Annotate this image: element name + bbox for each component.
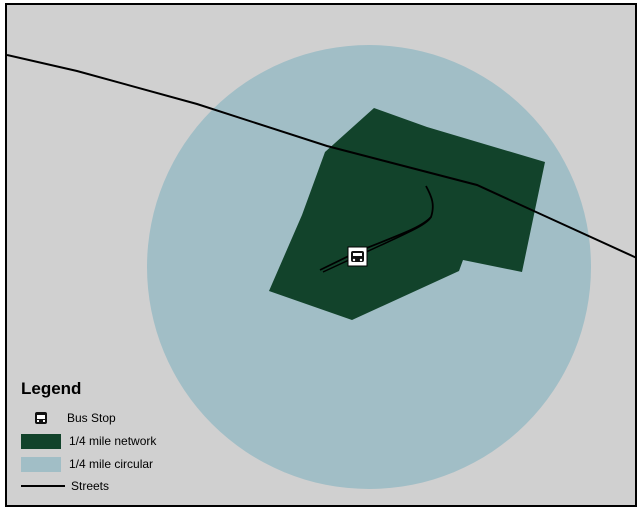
- legend: Legend Bus Stop 1/4 mile network 1/4 mil…: [11, 375, 211, 505]
- legend-label-bus-stop: Bus Stop: [67, 411, 116, 425]
- main-street-line: [7, 54, 635, 259]
- map-canvas: [7, 5, 635, 505]
- legend-item-streets: Streets: [21, 475, 109, 497]
- legend-label-circular: 1/4 mile circular: [69, 457, 154, 471]
- bus-stop-icon: [35, 412, 47, 424]
- streets-line-swatch: [21, 485, 65, 487]
- legend-item-network: 1/4 mile network: [21, 430, 156, 452]
- circular-swatch: [21, 456, 61, 472]
- legend-title: Legend: [21, 379, 82, 398]
- map-frame: Legend Bus Stop 1/4 mile network 1/4 mil…: [5, 3, 637, 507]
- legend-item-bus-stop: Bus Stop: [21, 407, 116, 429]
- legend-item-circular: 1/4 mile circular: [21, 453, 153, 475]
- bus-stop-marker[interactable]: [347, 246, 368, 267]
- legend-label-streets: Streets: [71, 479, 110, 493]
- legend-label-network: 1/4 mile network: [69, 434, 157, 448]
- quarter-mile-network-buffer: [269, 108, 545, 320]
- network-swatch: [21, 433, 61, 449]
